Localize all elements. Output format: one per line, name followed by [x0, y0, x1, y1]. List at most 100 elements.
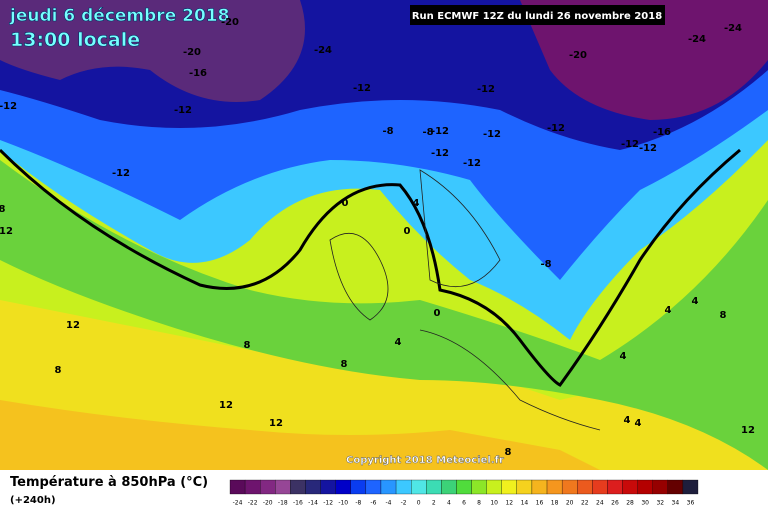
contour-label: -16: [653, 127, 671, 138]
colorbar-swatch: [607, 479, 623, 495]
colorbar-swatch: [546, 479, 563, 495]
colorbar-label: 8: [477, 500, 481, 507]
contour-label: -8: [422, 127, 433, 138]
colorbar-label: -20: [263, 500, 273, 507]
colorbar-swatch: [335, 479, 351, 495]
contour-label: 0: [434, 308, 441, 319]
contour-label: -12: [431, 148, 449, 159]
colorbar-swatch: [320, 479, 336, 495]
contour-label: -8: [540, 259, 551, 270]
contour-label: 4: [413, 198, 420, 209]
contour-label: -20: [221, 17, 239, 28]
contour-label: 4: [665, 305, 672, 316]
contour-label: 8: [55, 365, 62, 376]
colorbar-label: 18: [551, 500, 559, 507]
contour-label: -24: [314, 45, 332, 56]
contour-label: -12: [547, 123, 565, 134]
colorbar-label: 36: [687, 500, 695, 507]
contour-label: 8: [505, 447, 512, 458]
legend-title: Température à 850hPa (°C): [10, 475, 208, 490]
colorbar-swatch: [637, 479, 653, 495]
colorbar-label: 0: [417, 500, 421, 507]
zero-isotherm: [0, 148, 741, 387]
mild-zone: [0, 160, 768, 470]
contour-label: 8: [0, 204, 6, 215]
colorbar-label: 28: [626, 500, 634, 507]
colorbar-label: -14: [308, 500, 318, 507]
contour-label: -12: [174, 105, 192, 116]
colorbar-swatch: [411, 479, 427, 495]
colorbar-swatch: [456, 479, 472, 495]
colorbar-label: 16: [536, 500, 544, 507]
contour-label: 12: [66, 320, 80, 331]
colorbar-label: -16: [293, 500, 303, 507]
colorbar-swatch: [592, 479, 608, 495]
contour-label: 8: [720, 310, 727, 321]
colorbar-swatch: [682, 479, 699, 495]
arctic-zone: [0, 0, 305, 102]
colorbar-swatch: [471, 479, 487, 495]
contour-label: -12: [477, 84, 495, 95]
run-box: [410, 5, 665, 25]
contour-label: 12: [741, 425, 755, 436]
contour-label: 4: [620, 351, 627, 362]
colorbar-swatch: [577, 479, 593, 495]
map-time: 13:00 locale: [10, 29, 140, 51]
colorbar-swatch: [426, 479, 442, 495]
contour-label: 0: [404, 226, 411, 237]
colorbar-label: -12: [323, 500, 333, 507]
colorbar-swatch: [652, 479, 668, 495]
colorbar-swatch: [561, 479, 578, 495]
contour-label: -24: [688, 34, 706, 45]
colorbar-swatch: [229, 479, 246, 495]
contour-label: -24: [724, 23, 742, 34]
colorbar-swatch: [667, 479, 684, 495]
contour-label: 12: [0, 226, 13, 237]
copyright: Copyright 2018 Meteociel.fr: [346, 455, 504, 466]
contour-label: 8: [244, 340, 251, 351]
contour-label: -12: [431, 126, 449, 137]
colorbar-label: 12: [505, 500, 513, 507]
colorbar-label: 34: [672, 500, 680, 507]
lead-time: (+240h): [10, 495, 56, 506]
contour-label: 12: [269, 418, 283, 429]
colorbar-label: 20: [566, 500, 574, 507]
contour-label: 4: [635, 418, 642, 429]
contour-label: 0: [342, 198, 349, 209]
warm-zone: [0, 400, 600, 470]
contour-label: -12: [483, 129, 501, 140]
contour-label: -12: [0, 101, 17, 112]
colorbar-label: -4: [386, 500, 392, 507]
contour-label: -12: [639, 143, 657, 154]
colorbar-label: -22: [248, 500, 258, 507]
colorbar-label: 6: [462, 500, 466, 507]
contour-label: 8: [341, 359, 348, 370]
arctic-zone: [520, 0, 768, 120]
contour-label: -16: [189, 68, 207, 79]
colorbar-label: 32: [656, 500, 664, 507]
colorbar-label: 22: [581, 500, 589, 507]
colorbar-swatch: [441, 479, 457, 495]
colorbar-label: 10: [490, 500, 498, 507]
coastline: [329, 169, 601, 431]
contour-label: -20: [183, 47, 201, 58]
contour-label: -12: [112, 168, 130, 179]
run-info: Run ECMWF 12Z du lundi 26 novembre 2018: [412, 11, 662, 22]
colorbar-label: -10: [338, 500, 348, 507]
colorbar-swatch: [380, 479, 397, 495]
colorbar-swatch: [305, 479, 321, 495]
contour-label: -12: [621, 139, 639, 150]
colorbar-swatch: [622, 479, 638, 495]
colorbar-label: -24: [233, 500, 243, 507]
colorbar-label: -18: [278, 500, 288, 507]
contour-label: -12: [463, 158, 481, 169]
colorbar-swatch: [395, 479, 412, 495]
colorbar-swatch: [516, 479, 533, 495]
colorbar-swatch: [290, 479, 306, 495]
colorbar-label: -2: [401, 500, 407, 507]
contour-label: 4: [624, 415, 631, 426]
colorbar-swatch: [260, 479, 276, 495]
contour-label: 4: [692, 296, 699, 307]
colorbar-swatch: [275, 479, 291, 495]
